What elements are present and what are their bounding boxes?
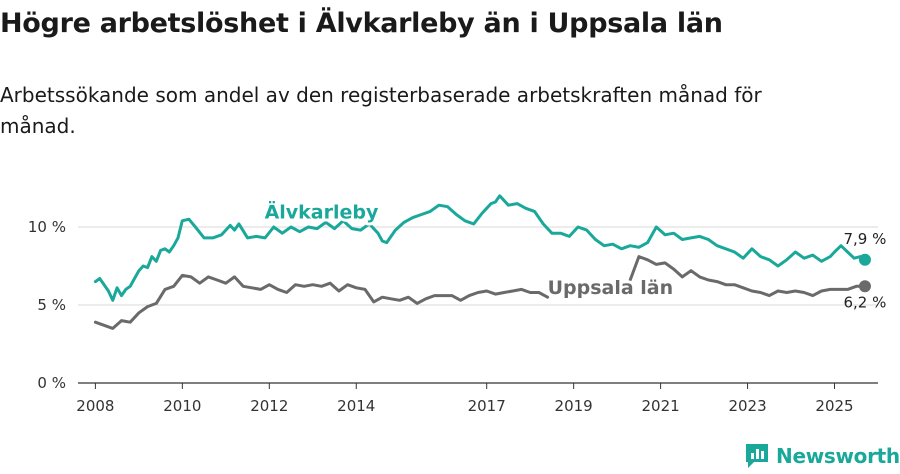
x-axis-ticks: 2008 2010 2012 2014 2017 2019 2021 2023 2025 [76,383,854,415]
bar-chart-icon [746,444,768,468]
end-point-uppsala-lan [858,280,871,293]
grid-lines [78,226,878,306]
x-tick-label: 2019 [555,397,593,415]
y-tick-label: 0 % [37,374,66,392]
end-point-alvkarleby [858,253,871,266]
x-tick-label: 2023 [728,397,766,415]
series-label-uppsala-lan: Uppsala län [548,277,674,299]
end-value-label-uppsala-lan: 6,2 % [844,293,887,311]
label-group: 7,9 % 6,2 % Älvkarleby Uppsala län [262,196,887,311]
end-value-label-alvkarleby: 7,9 % [844,230,887,248]
series-label-alvkarleby: Älvkarleby [265,199,379,223]
series-group [93,194,871,330]
y-tick-label: 5 % [37,296,66,314]
chart-title: Högre arbetslöshet i Älvkarleby än i Upp… [0,8,723,39]
x-tick-label: 2025 [815,397,853,415]
x-tick-label: 2008 [76,397,114,415]
newsworthy-logo: Newsworthy [744,441,900,471]
y-axis-ticks: 0 % 5 % 10 % [28,218,66,392]
series-line-uppsala-lan [93,255,867,330]
x-tick-label: 2012 [250,397,288,415]
x-tick-label: 2010 [163,397,201,415]
x-tick-label: 2017 [468,397,506,415]
chart-subtitle: Arbetssökande som andel av den registerb… [0,83,762,138]
x-tick-label: 2014 [337,397,375,415]
brand-name: Newsworthy [776,444,900,468]
series-line-alvkarleby [93,194,867,302]
x-tick-label: 2021 [642,397,680,415]
y-tick-label: 10 % [28,218,66,236]
